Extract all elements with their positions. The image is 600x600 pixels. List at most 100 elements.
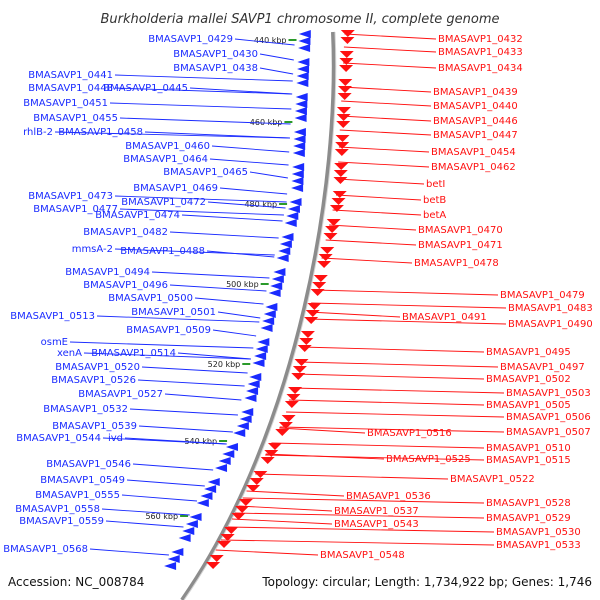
gene-arrow-forward [339,51,354,58]
gene-arrow-forward [313,275,328,282]
gene-arrow-forward [320,247,335,254]
gene-label-left: BMASAVP1_0469 [133,183,218,194]
label-connector-left [249,171,288,179]
label-connector-right [255,473,449,480]
gene-label-left: BMASAVP1_0558 [15,504,100,515]
label-connector-right [286,411,505,418]
label-connector-right [288,399,485,406]
gene-arrow-forward [264,450,279,457]
gene-label-right: BMASAVP1_0507 [506,427,591,438]
gene-arrow-forward [335,135,350,142]
gene-arrow-reverse [292,163,305,171]
label-connectors [54,33,507,556]
label-connector-right [343,62,437,69]
label-connector-right [231,518,333,525]
label-connector-left [211,145,290,153]
gene-label-left: BMASAVP1_0568 [3,544,88,555]
gene-label-right: BMASAVP1_0440 [433,101,518,112]
gene-arrow-forward [338,86,352,93]
gene-arrow-reverse [291,177,304,185]
gene-arrow-forward [337,93,352,100]
label-connector-left [169,231,279,239]
gene-arrow-forward [339,58,354,65]
map-title: Burkholderia mallei SAVP1 chromosome II,… [100,12,499,27]
gene-label-right: BMASAVP1_0506 [506,412,591,423]
gene-label-left: BMASAVP1_0460 [125,141,210,152]
gene-arrow-forward [329,205,344,212]
gene-arrow-reverse [295,100,308,108]
label-connector-right [235,512,485,519]
gene-label-right: BMASAVP1_0503 [506,388,591,399]
gene-arrow-reverse [164,562,177,570]
gene-arrow-reverse [296,79,309,87]
gene-label-left: ivd [108,433,123,444]
gene-arrow-reverse [257,338,270,346]
gene-arrow-forward [334,163,349,170]
gene-label-right: BMASAVP1_0536 [346,491,431,502]
gene-arrow-reverse [295,93,308,101]
gene-label-left: BMASAVP1_0544 [16,433,101,444]
gene-arrow-reverse [207,478,220,486]
label-connector-left [132,463,214,471]
gene-arrow-forward [291,373,306,380]
label-connector-right [321,257,413,264]
gene-arrow-reverse [268,289,281,297]
gene-label-right: BMASAVP1_0470 [418,225,503,236]
gene-label-left: BMASAVP1_0438 [173,63,258,74]
gene-arrow-reverse [182,527,195,535]
gene-arrow-reverse [178,534,191,542]
label-connector-right [242,497,485,504]
gene-arrow-reverse [262,317,275,325]
gene-label-right: BMASAVP1_0510 [486,443,571,454]
label-connector-right [332,209,422,216]
gene-label-left: BMASAVP1_0441 [28,70,113,81]
gene-label-left: BMASAVP1_0494 [65,267,150,278]
genome-summary-text: Topology: circular; Length: 1,734,922 bp… [261,575,592,589]
gene-arrow-reverse [263,310,276,318]
gene-arrow-reverse [189,513,202,521]
gene-label-left: BMASAVP1_0513 [10,311,95,322]
gene-label-right: BMASAVP1_0446 [433,116,518,127]
label-connector-left [181,214,283,222]
gene-label-left: BMASAVP1_0445 [103,83,188,94]
label-connector-right [339,129,432,136]
gene-arrow-reverse [239,415,252,423]
label-connector-left [144,131,290,139]
gene-arrow-forward [220,534,235,541]
label-connector-left [207,201,286,209]
gene-arrow-forward [312,282,327,289]
label-connector-left [209,158,289,166]
gene-label-right: BMASAVP1_0515 [486,455,571,466]
gene-arrow-reverse [204,485,217,493]
gene-arrow-reverse [196,499,209,507]
gene-label-right: BMASAVP1_0548 [320,550,405,561]
label-connector-right [311,302,507,309]
gene-arrow-reverse [281,233,294,241]
chromosome-backbone [180,31,336,600]
gene-arrow-reverse [296,72,309,80]
gene-arrow-forward [246,485,261,492]
gene-arrow-forward [310,289,325,296]
gene-arrow-forward [294,359,309,366]
label-connector-right [279,426,505,433]
gene-arrow-reverse [273,268,286,276]
label-connector-left [138,425,233,433]
gene-arrow-reverse [255,345,268,353]
gene-arrow-forward [340,37,355,44]
label-connector-left [126,479,205,487]
scale-ticks: 440 kbp 460 kbp 480 kbp 500 kbp 520 kbp 540 k… [145,36,297,521]
gene-arrow-reverse [233,429,246,437]
gene-label-left: BMASAVP1_0474 [95,210,180,221]
label-connector-left [141,366,248,374]
gene-arrow-forward [267,443,282,450]
gene-label-left: BMASAVP1_0488 [120,246,205,257]
gene-arrow-reverse [246,387,259,395]
gene-arrow-forward [335,142,350,149]
gene-arrow-reverse [260,324,273,332]
gene-label-left: BMASAVP1_0464 [123,154,208,165]
gene-arrow-reverse [200,492,213,500]
gene-arrow-reverse [276,254,289,262]
label-connector-left [189,87,293,95]
label-connector-left [114,87,293,95]
gene-label-right: betI [426,179,445,190]
